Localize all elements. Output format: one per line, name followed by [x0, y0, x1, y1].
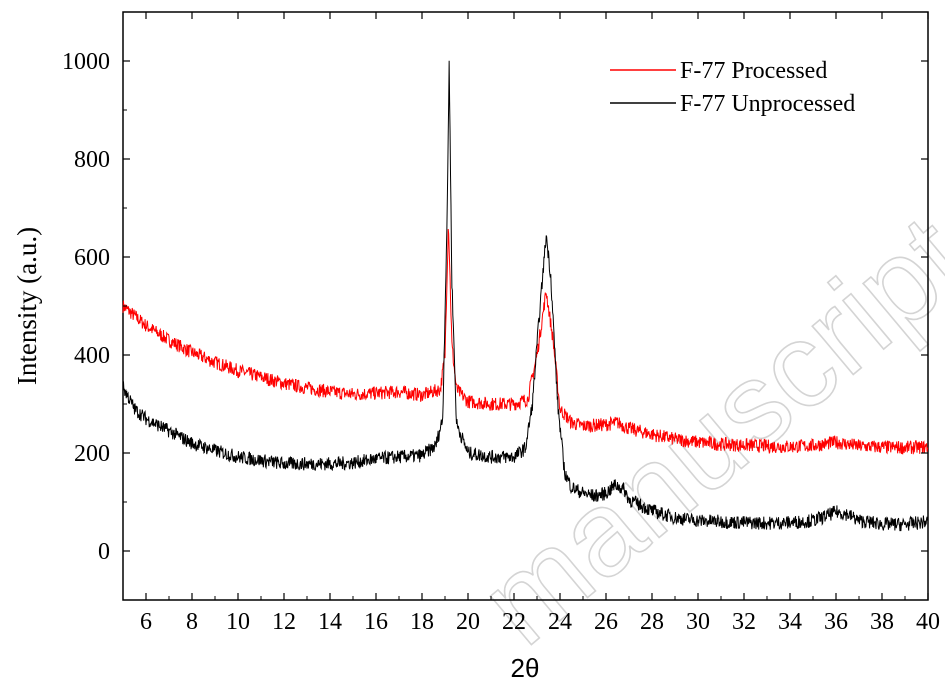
legend: F-77 Processed F-77 Unprocessed — [610, 58, 855, 117]
x-tick-label: 18 — [410, 609, 434, 635]
x-tick-label: 40 — [916, 609, 940, 635]
x-tick-label: 20 — [456, 609, 480, 635]
x-tick-label: 32 — [732, 609, 756, 635]
x-axis-title: 2θ — [511, 653, 540, 683]
x-tick-label: 22 — [502, 609, 526, 635]
watermark-text: manuscript — [456, 190, 945, 670]
series-line-processed — [122, 228, 929, 455]
x-tick-label: 6 — [140, 609, 152, 635]
y-tick-label: 1000 — [62, 49, 110, 75]
y-tick-label: 600 — [74, 245, 110, 271]
series-line-unprocessed — [122, 60, 929, 532]
x-axis-ticks: 6 8 10 12 14 16 18 20 22 24 26 28 30 32 34 36 38 40 — [122, 12, 940, 635]
x-tick-label: 38 — [870, 609, 894, 635]
x-tick-label: 24 — [548, 609, 572, 635]
x-tick-label: 28 — [640, 609, 664, 635]
plot-area: 6 8 10 12 14 16 18 20 22 24 26 28 30 32 34 36 38 40 0 200 4… — [62, 11, 940, 635]
series-layer — [122, 60, 929, 532]
x-tick-label: 10 — [226, 609, 250, 635]
y-axis-title: Intensity (a.u.) — [12, 227, 42, 385]
y-tick-label: 0 — [98, 539, 110, 565]
legend-label-processed: F-77 Processed — [680, 58, 827, 84]
x-tick-label: 34 — [778, 609, 802, 635]
legend-label-unprocessed: F-77 Unprocessed — [680, 91, 855, 117]
y-tick-label: 200 — [74, 441, 110, 467]
x-tick-label: 12 — [272, 609, 296, 635]
x-tick-label: 36 — [824, 609, 848, 635]
x-tick-label: 30 — [686, 609, 710, 635]
y-tick-label: 800 — [74, 147, 110, 173]
y-axis-ticks: 0 200 400 600 800 1000 — [62, 11, 928, 601]
x-tick-label: 14 — [318, 609, 342, 635]
y-tick-label: 400 — [74, 343, 110, 369]
x-tick-label: 26 — [594, 609, 618, 635]
x-tick-label: 16 — [364, 609, 388, 635]
x-tick-label: 8 — [186, 609, 198, 635]
